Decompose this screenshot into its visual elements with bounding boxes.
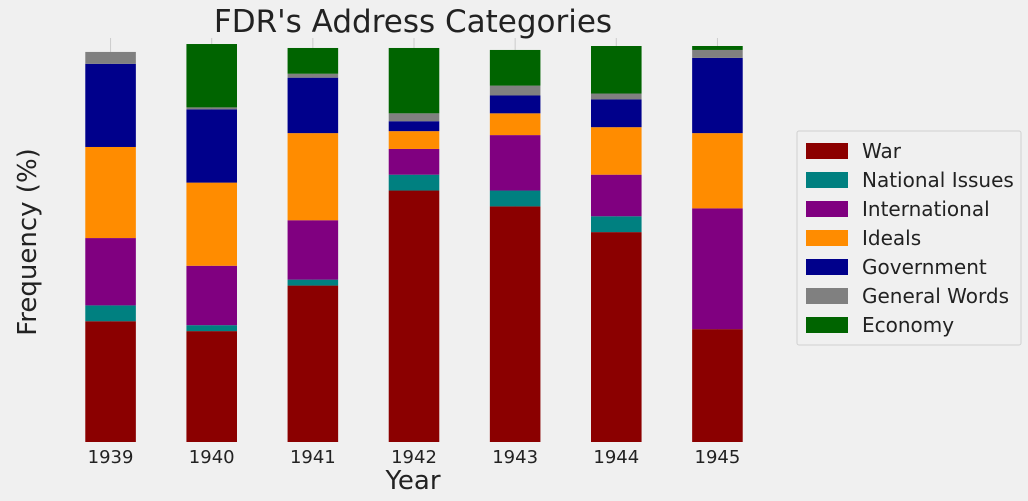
bar-1942-ideals (388, 131, 440, 149)
bar-1943-war (489, 206, 541, 442)
bar-1942-international (388, 148, 440, 175)
bar-1945-ideals (692, 133, 743, 209)
legend-swatch-national-issues (806, 172, 848, 188)
bar-1941-economy (287, 47, 339, 74)
legend: War National Issues International Ideals Gov… (796, 130, 1022, 346)
bar-1943-international (489, 135, 541, 191)
chart-title: FDR's Address Categories (214, 4, 612, 40)
bar-1942-general-words (388, 113, 440, 122)
legend-items: War National Issues International Ideals Gov… (806, 139, 1014, 337)
bar-1945-international (692, 208, 743, 330)
bar-1940-national-issues (186, 325, 237, 332)
bar-1943-general-words (489, 85, 541, 96)
bar-1945-economy (692, 46, 743, 50)
bar-1942-government (388, 121, 440, 132)
legend-label-economy: Economy (862, 313, 954, 337)
bar-1943-ideals (489, 113, 541, 136)
bars-group (85, 44, 743, 442)
bar-1939-general-words (85, 51, 136, 64)
x-tick-1940: 1940 (189, 447, 235, 468)
bar-1943-government (489, 95, 541, 114)
bar-1939-war (85, 321, 136, 442)
legend-swatch-economy (806, 317, 848, 333)
legend-swatch-international (806, 201, 848, 217)
bar-1940-war (186, 331, 237, 442)
bar-1941-national-issues (287, 279, 339, 286)
x-tick-1943: 1943 (492, 447, 538, 468)
bar-1940-government (186, 109, 237, 183)
x-tick-labels: 1939 1940 1941 1942 1943 1944 1945 (88, 447, 741, 468)
legend-label-general-words: General Words (862, 284, 1009, 308)
legend-swatch-general-words (806, 288, 848, 304)
x-axis-label: Year (384, 466, 440, 496)
bar-1942-war (388, 190, 440, 442)
legend-label-international: International (862, 197, 990, 221)
bar-1944-general-words (591, 93, 642, 100)
bar-1941-ideals (287, 133, 339, 221)
bar-1945-war (692, 329, 743, 442)
bar-1939-national-issues (85, 305, 136, 322)
x-tick-1944: 1944 (593, 447, 639, 468)
legend-frame (796, 130, 1022, 346)
bar-1939-international (85, 238, 136, 306)
bar-1939-government (85, 63, 136, 147)
y-axis-label: Frequency (%) (13, 148, 43, 336)
bar-1941-government (287, 77, 339, 134)
legend-label-war: War (862, 139, 902, 163)
legend-label-government: Government (862, 255, 987, 279)
bar-1942-economy (388, 47, 440, 114)
x-tick-1939: 1939 (88, 447, 134, 468)
bar-1944-international (591, 174, 642, 217)
legend-label-ideals: Ideals (862, 226, 921, 250)
x-tick-1945: 1945 (695, 447, 741, 468)
legend-swatch-government (806, 259, 848, 275)
x-tick-1941: 1941 (290, 447, 336, 468)
bar-1944-government (591, 99, 642, 128)
bar-1945-general-words (692, 49, 743, 58)
bar-1939-ideals (85, 146, 136, 239)
legend-swatch-war (806, 143, 848, 159)
bar-1944-national-issues (591, 216, 642, 233)
bar-1944-war (591, 232, 642, 442)
bar-1940-ideals (186, 182, 237, 266)
legend-label-national-issues: National Issues (862, 168, 1014, 192)
bar-1941-war (287, 285, 339, 442)
x-tick-1942: 1942 (391, 447, 437, 468)
bar-1940-general-words (186, 107, 237, 110)
bar-1944-ideals (591, 127, 642, 175)
bar-1940-economy (186, 44, 237, 108)
bar-1941-general-words (287, 73, 339, 78)
legend-swatch-ideals (806, 230, 848, 246)
bar-1945-government (692, 57, 743, 134)
bar-1944-economy (591, 46, 642, 94)
bar-1940-international (186, 265, 237, 326)
bar-1942-national-issues (388, 174, 440, 191)
bar-1941-international (287, 220, 339, 280)
bar-1943-economy (489, 49, 541, 86)
bar-1943-national-issues (489, 190, 541, 207)
